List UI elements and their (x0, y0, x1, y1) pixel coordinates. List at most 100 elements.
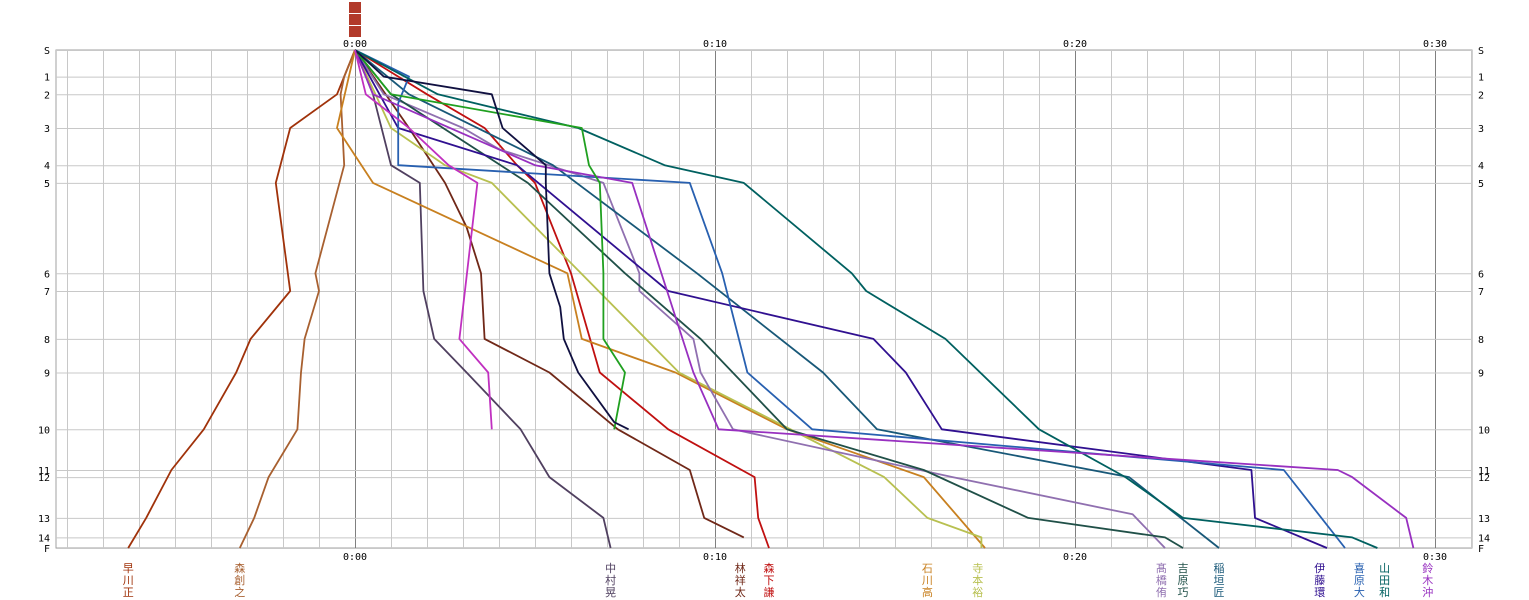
series-name-label-char: 高 (922, 585, 933, 599)
y-tick-right: F (1478, 544, 1484, 555)
x-tick-bottom: 0:20 (1063, 552, 1087, 563)
y-tick-right: 4 (1478, 161, 1484, 172)
series-name-label-char: 川 (922, 574, 933, 587)
y-tick-left: 12 (38, 473, 50, 484)
series-line-14 (354, 49, 1415, 549)
series-name-label-char: 正 (123, 586, 134, 599)
series-name-label-char: 謙 (764, 586, 775, 599)
y-tick-left: 7 (44, 287, 50, 298)
title-char-2 (349, 14, 361, 25)
series-name-label-char: 原 (1178, 574, 1189, 587)
series-line-12 (354, 49, 1346, 549)
series-name-label-char: 裕 (972, 586, 983, 599)
y-tick-left: 1 (44, 73, 50, 84)
series-name-label-char: 侑 (1156, 586, 1167, 599)
series-line-2 (238, 49, 356, 549)
y-tick-right: 14 (1478, 533, 1490, 544)
plot-frame (55, 49, 1473, 549)
y-tick-right: 8 (1478, 335, 1484, 346)
series-name-label-char: 伊 (1314, 562, 1325, 575)
series-name-label-char: 垣 (1214, 574, 1225, 587)
y-tick-left: F (44, 544, 50, 555)
series-line-8 (354, 49, 1166, 549)
series-name-label-char: 橋 (1156, 573, 1167, 587)
y-tick-left: 2 (44, 90, 50, 101)
series-line-7 (354, 49, 983, 548)
series-name-label-char: 創 (234, 573, 245, 587)
y-tick-right: 10 (1478, 425, 1490, 436)
series-name-label-char: 太 (735, 586, 746, 599)
y-tick-right: 6 (1478, 269, 1484, 280)
series-name-label-char: 石 (922, 562, 933, 575)
series-line-9 (354, 49, 1184, 549)
series-name-label-char: 沖 (1422, 586, 1433, 599)
series-name-label-char: 本 (972, 573, 983, 587)
x-tick-top: 0:20 (1063, 39, 1087, 50)
series-name-label-char: 森 (234, 561, 245, 575)
y-tick-right: 5 (1478, 179, 1484, 190)
series-name-label-char: 中 (605, 562, 616, 575)
series-line-13 (354, 49, 1378, 549)
y-tick-left: 13 (38, 514, 50, 525)
series-line-10 (354, 49, 1220, 549)
axis-labels: 0:00 0:10 0:20 0:300:00 0:10 0:20 0:30S S1 12 23 3… (38, 39, 1490, 563)
series-line-3 (354, 49, 612, 549)
y-tick-left: 9 (44, 369, 50, 380)
series-name-label-char: 祥 (735, 573, 746, 587)
y-tick-right: S (1478, 46, 1484, 57)
grid (55, 49, 1473, 549)
series-name-label-char: 匠 (1214, 586, 1225, 599)
series-name-label-char: 吉 (1178, 562, 1189, 575)
x-tick-top: 0:10 (703, 39, 727, 50)
x-tick-top: 0:00 (343, 39, 367, 50)
y-tick-left: S (44, 46, 50, 57)
series-line-4 (354, 49, 745, 539)
x-tick-bottom: 0:10 (703, 552, 727, 563)
series-name-label-char: 原 (1354, 574, 1365, 587)
series-line-15 (354, 49, 626, 430)
y-tick-right: 11 (1478, 466, 1490, 477)
y-tick-left: 11 (38, 466, 50, 477)
series-name-label-char: 田 (1379, 574, 1390, 587)
series-name-label-char: 木 (1422, 574, 1433, 587)
series-name-label-char: 藤 (1314, 574, 1325, 587)
series-name-label-char: 寺 (972, 562, 983, 575)
y-tick-right: 9 (1478, 369, 1484, 380)
title-char-1 (349, 2, 361, 13)
series-name-label-char: 大 (1354, 585, 1365, 599)
series-name-label-char: 之 (234, 585, 245, 599)
series-line-6 (336, 49, 986, 549)
series-line-16 (354, 49, 629, 431)
y-tick-left: 10 (38, 425, 50, 436)
series-line-5 (354, 49, 770, 549)
y-tick-left: 5 (44, 179, 50, 190)
series-name-label-char: 鈴 (1422, 561, 1433, 575)
series-line-17 (354, 49, 493, 430)
series-name-label-char: 髙 (1156, 561, 1167, 575)
series-name-label-char: 山 (1379, 562, 1390, 575)
series-line-11 (354, 49, 1328, 549)
x-tick-top: 0:30 (1423, 39, 1447, 50)
y-tick-right: 2 (1478, 90, 1484, 101)
y-tick-left: 8 (44, 335, 50, 346)
y-tick-right: 7 (1478, 287, 1484, 298)
y-tick-left: 14 (38, 533, 50, 544)
series-name-label-char: 巧 (1178, 586, 1189, 599)
series-name-label-char: 森 (764, 561, 775, 575)
series-name-label-char: 下 (764, 574, 775, 587)
y-tick-left: 6 (44, 269, 50, 280)
y-tick-right: 13 (1478, 514, 1490, 525)
series-name-label-char: 川 (123, 574, 134, 587)
series-line-1 (127, 49, 356, 549)
series-lines (127, 49, 1415, 549)
y-tick-right: 3 (1478, 124, 1484, 135)
y-tick-left: 4 (44, 161, 50, 172)
chart-title-block (349, 2, 362, 38)
series-name-label-char: 和 (1379, 586, 1390, 599)
y-tick-right: 12 (1478, 473, 1490, 484)
series-name-label-char: 林 (735, 561, 746, 575)
series-name-label-char: 稲 (1214, 562, 1225, 575)
y-tick-right: 1 (1478, 73, 1484, 84)
